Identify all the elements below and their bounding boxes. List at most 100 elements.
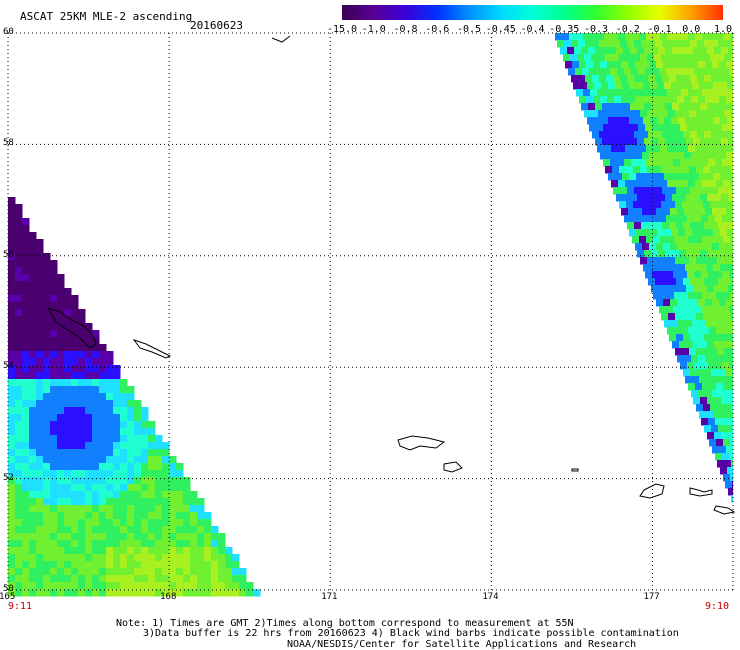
swath-cell bbox=[64, 491, 72, 499]
swath-cell bbox=[36, 575, 44, 583]
swath-cell bbox=[581, 47, 589, 55]
swath-cell bbox=[709, 33, 717, 41]
swath-cell bbox=[8, 316, 16, 324]
swath-cell bbox=[92, 344, 100, 352]
swath-cell bbox=[71, 505, 79, 513]
swath-cell bbox=[36, 330, 44, 338]
swath-cell bbox=[29, 435, 37, 443]
swath-cell bbox=[601, 82, 609, 90]
swath-cell bbox=[120, 575, 128, 583]
swath-cell bbox=[589, 124, 597, 132]
swath-cell bbox=[57, 526, 65, 534]
swath-cell bbox=[586, 96, 594, 104]
swath-cell bbox=[699, 320, 707, 328]
swath-cell bbox=[36, 491, 44, 499]
swath-cell bbox=[662, 187, 670, 195]
swath-cell bbox=[666, 159, 674, 167]
swath-cell bbox=[22, 456, 30, 464]
swath-cell bbox=[57, 372, 65, 380]
swath-cell bbox=[92, 456, 100, 464]
swath-cell bbox=[78, 421, 86, 429]
swath-cell bbox=[8, 484, 16, 492]
swath-cell bbox=[717, 257, 725, 265]
swath-cell bbox=[29, 491, 37, 499]
swath-cell bbox=[633, 54, 641, 62]
swath-cell bbox=[99, 344, 107, 352]
swath-cell bbox=[706, 376, 714, 384]
swath-cell bbox=[711, 131, 719, 139]
swath-cell bbox=[36, 309, 44, 317]
color-scale-label: -0.8 bbox=[393, 24, 418, 35]
swath-cell bbox=[699, 229, 707, 237]
swath-cell bbox=[120, 379, 128, 387]
swath-cell bbox=[712, 390, 720, 398]
swath-cell bbox=[15, 204, 23, 212]
swath-cell bbox=[106, 421, 114, 429]
swath-cell bbox=[218, 575, 226, 583]
swath-cell bbox=[722, 453, 730, 461]
swath-cell bbox=[712, 96, 720, 104]
swath-cell bbox=[693, 397, 701, 405]
swath-cell bbox=[57, 498, 65, 506]
swath-cell bbox=[730, 383, 733, 391]
swath-cell bbox=[246, 589, 254, 597]
swath-cell bbox=[71, 491, 79, 499]
swath-cell bbox=[22, 463, 30, 471]
swath-cell bbox=[704, 131, 712, 139]
swath-cell bbox=[15, 435, 23, 443]
swath-cell bbox=[120, 400, 128, 408]
swath-cell bbox=[106, 491, 114, 499]
swath-cell bbox=[71, 512, 79, 520]
swath-cell bbox=[64, 575, 72, 583]
swath-cell bbox=[15, 302, 23, 310]
swath-cell bbox=[659, 306, 667, 314]
swath-cell bbox=[615, 117, 623, 125]
swath-cell bbox=[106, 435, 114, 443]
swath-cell bbox=[668, 110, 676, 118]
swath-cell bbox=[85, 428, 93, 436]
swath-cell bbox=[644, 194, 652, 202]
swath-cell bbox=[694, 159, 702, 167]
swath-cell bbox=[615, 173, 623, 181]
swath-cell bbox=[694, 271, 702, 279]
swath-cell bbox=[679, 138, 687, 146]
swath-cell bbox=[8, 253, 16, 261]
swath-cell bbox=[36, 435, 44, 443]
swath-cell bbox=[176, 533, 184, 541]
swath-cell bbox=[183, 575, 191, 583]
swath-cell bbox=[113, 400, 121, 408]
swath-cell bbox=[670, 96, 678, 104]
swath-cell bbox=[85, 575, 93, 583]
swath-cell bbox=[64, 302, 72, 310]
swath-cell bbox=[22, 498, 30, 506]
swath-cell bbox=[106, 519, 114, 527]
swath-cell bbox=[703, 110, 711, 118]
swath-cell bbox=[176, 526, 184, 534]
swath-cell bbox=[593, 61, 601, 69]
swath-cell bbox=[700, 47, 708, 55]
swath-cell bbox=[697, 369, 705, 377]
swath-cell bbox=[581, 103, 589, 111]
swath-cell bbox=[120, 386, 128, 394]
swath-cell bbox=[641, 75, 649, 83]
swath-cell bbox=[729, 159, 733, 167]
swath-cell bbox=[631, 159, 639, 167]
swath-cell bbox=[8, 393, 16, 401]
swath-cell bbox=[148, 421, 156, 429]
swath-cell bbox=[120, 512, 128, 520]
swath-cell bbox=[659, 124, 667, 132]
swath-cell bbox=[99, 358, 107, 366]
swath-cell bbox=[22, 302, 30, 310]
swath-cell bbox=[162, 554, 170, 562]
swath-cell bbox=[36, 337, 44, 345]
swath-cell bbox=[720, 320, 728, 328]
swath-cell bbox=[43, 442, 51, 450]
swath-cell bbox=[612, 166, 620, 174]
swath-cell bbox=[687, 215, 695, 223]
swath-cell bbox=[92, 477, 100, 485]
swath-cell bbox=[22, 540, 30, 548]
swath-cell bbox=[620, 187, 628, 195]
swath-cell bbox=[633, 201, 641, 209]
swath-cell bbox=[8, 309, 16, 317]
swath-cell bbox=[211, 533, 219, 541]
